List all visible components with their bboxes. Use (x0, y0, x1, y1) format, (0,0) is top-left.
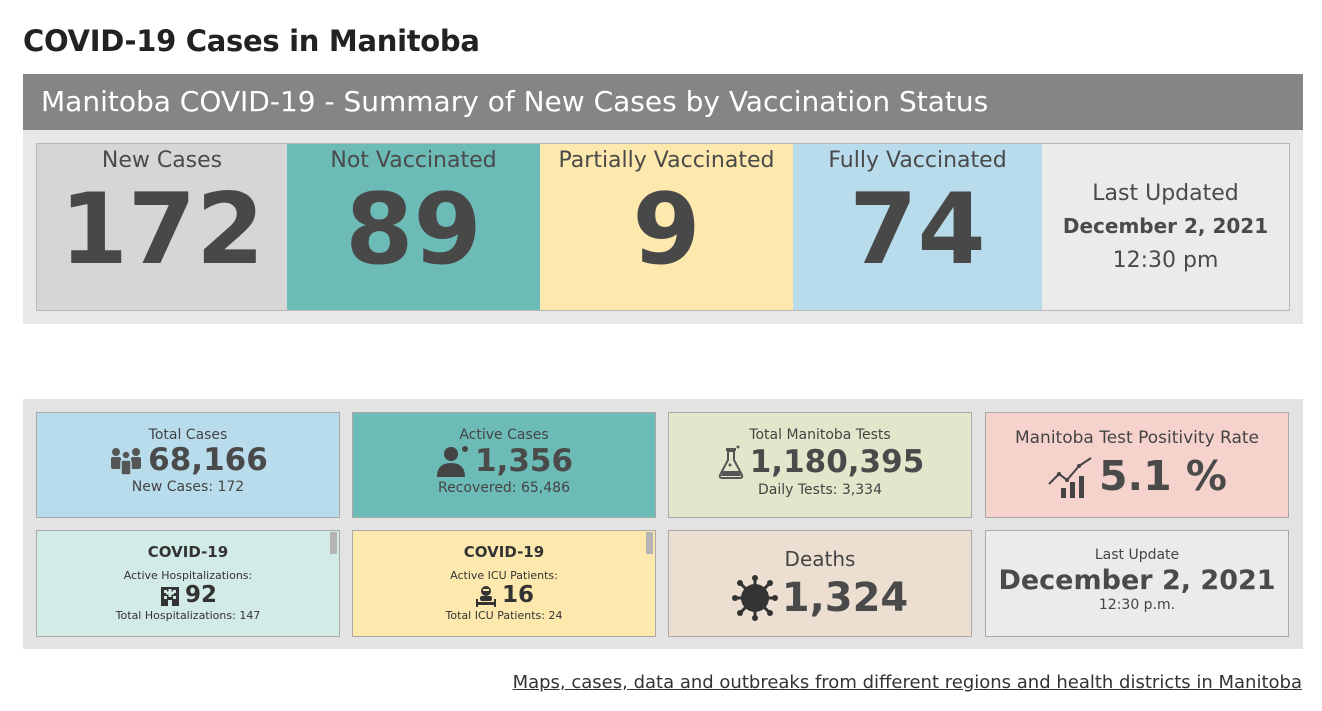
summary-stats: New Cases 172 Not Vaccinated 89 Partiall… (36, 143, 1290, 311)
total-tests-card[interactable]: Total Manitoba Tests 1,180,395 Daily Tes… (668, 412, 972, 518)
last-updated-label: Last Updated (1092, 181, 1239, 206)
total-tests-value: 1,180,395 (749, 443, 925, 480)
hospitalizations-title: COVID-19 (147, 543, 229, 561)
icu-title: COVID-19 (463, 543, 545, 561)
people-icon (108, 446, 144, 476)
fully-vaccinated-value: 74 (849, 173, 986, 287)
active-cases-value: 1,356 (474, 442, 574, 479)
fully-vaccinated-stat: Fully Vaccinated 74 (793, 144, 1042, 310)
partially-vaccinated-stat: Partially Vaccinated 9 (540, 144, 793, 310)
regions-data-link[interactable]: Maps, cases, data and outbreaks from dif… (512, 672, 1302, 693)
partially-vaccinated-label: Partially Vaccinated (558, 148, 775, 173)
total-cases-value: 68,166 (148, 442, 268, 478)
last-update-card[interactable]: Last Update December 2, 2021 12:30 p.m. (985, 530, 1289, 637)
last-update-time: 12:30 p.m. (1098, 597, 1176, 614)
hospitalizations-sub: Total Hospitalizations: 147 (115, 609, 261, 622)
total-cases-card[interactable]: Total Cases 68,166 New Cases: 172 (36, 412, 340, 518)
active-cases-sub: Recovered: 65,486 (438, 480, 570, 496)
deaths-card[interactable]: Deaths 1,324 (668, 530, 972, 637)
last-update-date: December 2, 2021 (998, 565, 1276, 596)
hospitalizations-card[interactable]: COVID-19 Active Hospitalizations: 92 Tot… (36, 530, 340, 637)
flask-icon (716, 445, 746, 479)
last-updated-date: December 2, 2021 (1062, 214, 1269, 238)
hospitalizations-label: Active Hospitalizations: (123, 569, 253, 582)
scrollbar-thumb[interactable] (646, 532, 653, 554)
partially-vaccinated-value: 9 (632, 173, 701, 287)
hospital-icon (159, 585, 181, 607)
not-vaccinated-value: 89 (345, 173, 482, 287)
icu-sub: Total ICU Patients: 24 (445, 609, 563, 622)
virus-icon (731, 575, 778, 621)
deaths-label: Deaths (784, 547, 856, 571)
trend-chart-icon (1047, 454, 1095, 498)
not-vaccinated-stat: Not Vaccinated 89 (287, 144, 540, 310)
icu-value: 16 (501, 582, 534, 608)
total-tests-sub: Daily Tests: 3,334 (758, 482, 882, 498)
active-cases-card[interactable]: Active Cases 1,356 Recovered: 65,486 (352, 412, 656, 518)
new-cases-label: New Cases (101, 148, 223, 173)
icu-card[interactable]: COVID-19 Active ICU Patients: 16 Total I… (352, 530, 656, 637)
person-icon (435, 445, 471, 477)
last-updated-stat: Last Updated December 2, 2021 12:30 pm (1042, 144, 1289, 310)
positivity-label: Manitoba Test Positivity Rate (1014, 428, 1260, 448)
total-tests-label: Total Manitoba Tests (749, 427, 891, 443)
fully-vaccinated-label: Fully Vaccinated (828, 148, 1007, 173)
last-updated-time: 12:30 pm (1112, 248, 1219, 273)
page-title: COVID-19 Cases in Manitoba (23, 24, 480, 58)
positivity-value: 5.1 % (1099, 451, 1227, 500)
total-cases-sub: New Cases: 172 (131, 479, 245, 495)
new-cases-stat: New Cases 172 (37, 144, 287, 310)
summary-header: Manitoba COVID-19 - Summary of New Cases… (23, 74, 1303, 130)
total-cases-label: Total Cases (148, 427, 228, 443)
icu-patient-icon (474, 585, 498, 607)
not-vaccinated-label: Not Vaccinated (330, 148, 497, 173)
scrollbar-thumb[interactable] (330, 532, 337, 554)
last-update-label: Last Update (1094, 547, 1180, 563)
icu-label: Active ICU Patients: (450, 569, 558, 582)
positivity-card[interactable]: Manitoba Test Positivity Rate 5.1 % (985, 412, 1289, 518)
hospitalizations-value: 92 (184, 582, 217, 608)
new-cases-value: 172 (59, 173, 265, 287)
active-cases-label: Active Cases (459, 427, 549, 443)
deaths-value: 1,324 (781, 575, 909, 621)
